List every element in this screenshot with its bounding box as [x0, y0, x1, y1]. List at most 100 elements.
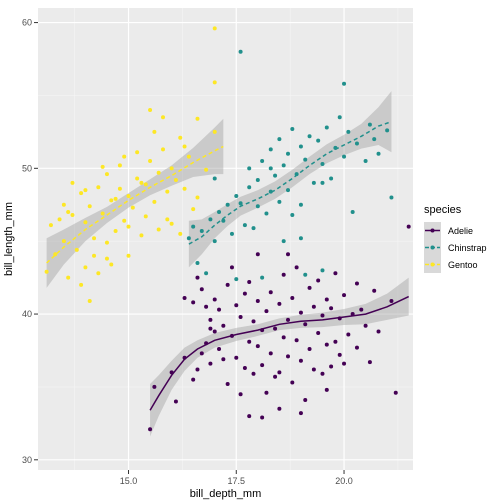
gentoo-point — [178, 135, 183, 140]
adelie-point — [286, 354, 290, 359]
gentoo-point — [135, 176, 140, 181]
adelie-point — [311, 304, 316, 309]
y-axis: 30 40 50 60 — [22, 18, 38, 465]
chinstrap-point — [234, 277, 239, 282]
adelie-point — [281, 272, 286, 277]
adelie-point — [320, 371, 325, 376]
chinstrap-point — [242, 223, 247, 228]
chinstrap-point — [320, 180, 325, 185]
gentoo-point — [135, 150, 140, 155]
gentoo-point — [126, 224, 131, 229]
gentoo-point — [139, 233, 144, 238]
adelie-point — [238, 392, 243, 397]
chinstrap-point — [277, 137, 282, 142]
gentoo-point — [173, 177, 178, 182]
adelie-point — [277, 370, 282, 375]
gentoo-point — [152, 129, 157, 134]
adelie-point — [329, 364, 334, 369]
chinstrap-point — [376, 151, 381, 156]
gentoo-point — [212, 129, 217, 134]
adelie-point — [324, 342, 329, 347]
adelie-point — [260, 363, 265, 368]
trend-lines — [46, 120, 410, 411]
adelie-point — [234, 355, 239, 360]
chinstrap-point — [221, 218, 226, 223]
y-tick-label: 30 — [22, 455, 32, 465]
adelie-point — [277, 301, 282, 306]
adelie-point — [260, 415, 265, 420]
gentoo-point — [109, 262, 114, 267]
chinstrap-point — [238, 49, 243, 54]
adelie-point — [342, 293, 347, 298]
adelie-point — [286, 252, 290, 257]
legend-label-adelie: Adelie — [448, 226, 473, 236]
x-tick-label: 15.0 — [120, 476, 138, 486]
chinstrap-point — [363, 159, 368, 164]
chinstrap-point — [247, 166, 252, 171]
adelie-point — [152, 384, 157, 389]
chinstrap-point — [195, 261, 200, 266]
gentoo-point — [87, 204, 92, 209]
gentoo-point — [161, 147, 165, 152]
gentoo-point — [195, 116, 200, 121]
adelie-point — [255, 298, 260, 303]
legend-item-adelie: Adelie — [424, 222, 473, 239]
chinstrap-point — [324, 125, 329, 130]
chinstrap-point — [255, 177, 260, 182]
adelie-point — [221, 357, 226, 362]
adelie-point — [268, 351, 273, 356]
chinstrap-point — [212, 239, 217, 244]
adelie-point — [264, 309, 269, 314]
chinstrap-point — [298, 202, 303, 207]
y-tick-label: 40 — [22, 309, 32, 319]
chinstrap-point — [281, 163, 286, 168]
gentoo-point — [74, 247, 79, 252]
legend-label-chinstrap: Chinstrap — [448, 243, 487, 253]
gentoo-point — [83, 220, 88, 225]
adelie-point — [242, 365, 247, 370]
adelie-point — [303, 322, 308, 327]
adelie-point — [212, 297, 217, 302]
chinstrap-point — [329, 176, 334, 181]
adelie-point — [277, 406, 282, 411]
gentoo-point — [130, 205, 135, 210]
y-axis-label: bill_length_mm — [3, 202, 15, 276]
chinstrap-point — [298, 144, 303, 149]
chinstrap-point — [337, 115, 342, 120]
adelie-point — [376, 329, 381, 334]
gentoo-point — [126, 194, 131, 199]
gentoo-point — [83, 265, 88, 270]
x-tick-label: 17.5 — [228, 476, 246, 486]
chinstrap-point — [255, 204, 260, 209]
legend-title: species — [424, 204, 462, 216]
adelie-point — [199, 351, 204, 356]
gentoo-point — [122, 154, 127, 159]
adelie-point — [255, 344, 260, 349]
legend-point-gentoo — [430, 262, 435, 267]
gentoo-point — [113, 196, 118, 201]
chinstrap-point — [277, 199, 282, 204]
adelie-point — [255, 252, 260, 257]
chinstrap-point — [342, 154, 347, 159]
gentoo-point — [100, 211, 105, 216]
chinstrap-point — [311, 180, 316, 185]
chinstrap-point — [350, 210, 355, 215]
chinstrap-point — [342, 81, 347, 86]
gentoo-point — [104, 172, 109, 177]
gentoo-point — [165, 217, 170, 222]
chinstrap-point — [346, 129, 351, 134]
gentoo-point — [195, 195, 200, 200]
gentoo-point — [109, 198, 114, 203]
gentoo-point — [182, 144, 187, 149]
adelie-point — [393, 390, 398, 395]
chinstrap-point — [286, 188, 290, 193]
adelie-point — [208, 326, 213, 331]
gentoo-confidence-band — [46, 118, 224, 288]
adelie-point — [229, 265, 234, 270]
adelie-point — [247, 414, 252, 419]
chinstrap-point — [389, 195, 394, 200]
gentoo-point — [113, 228, 118, 233]
adelie-point — [148, 427, 153, 432]
gentoo-point — [117, 186, 122, 191]
